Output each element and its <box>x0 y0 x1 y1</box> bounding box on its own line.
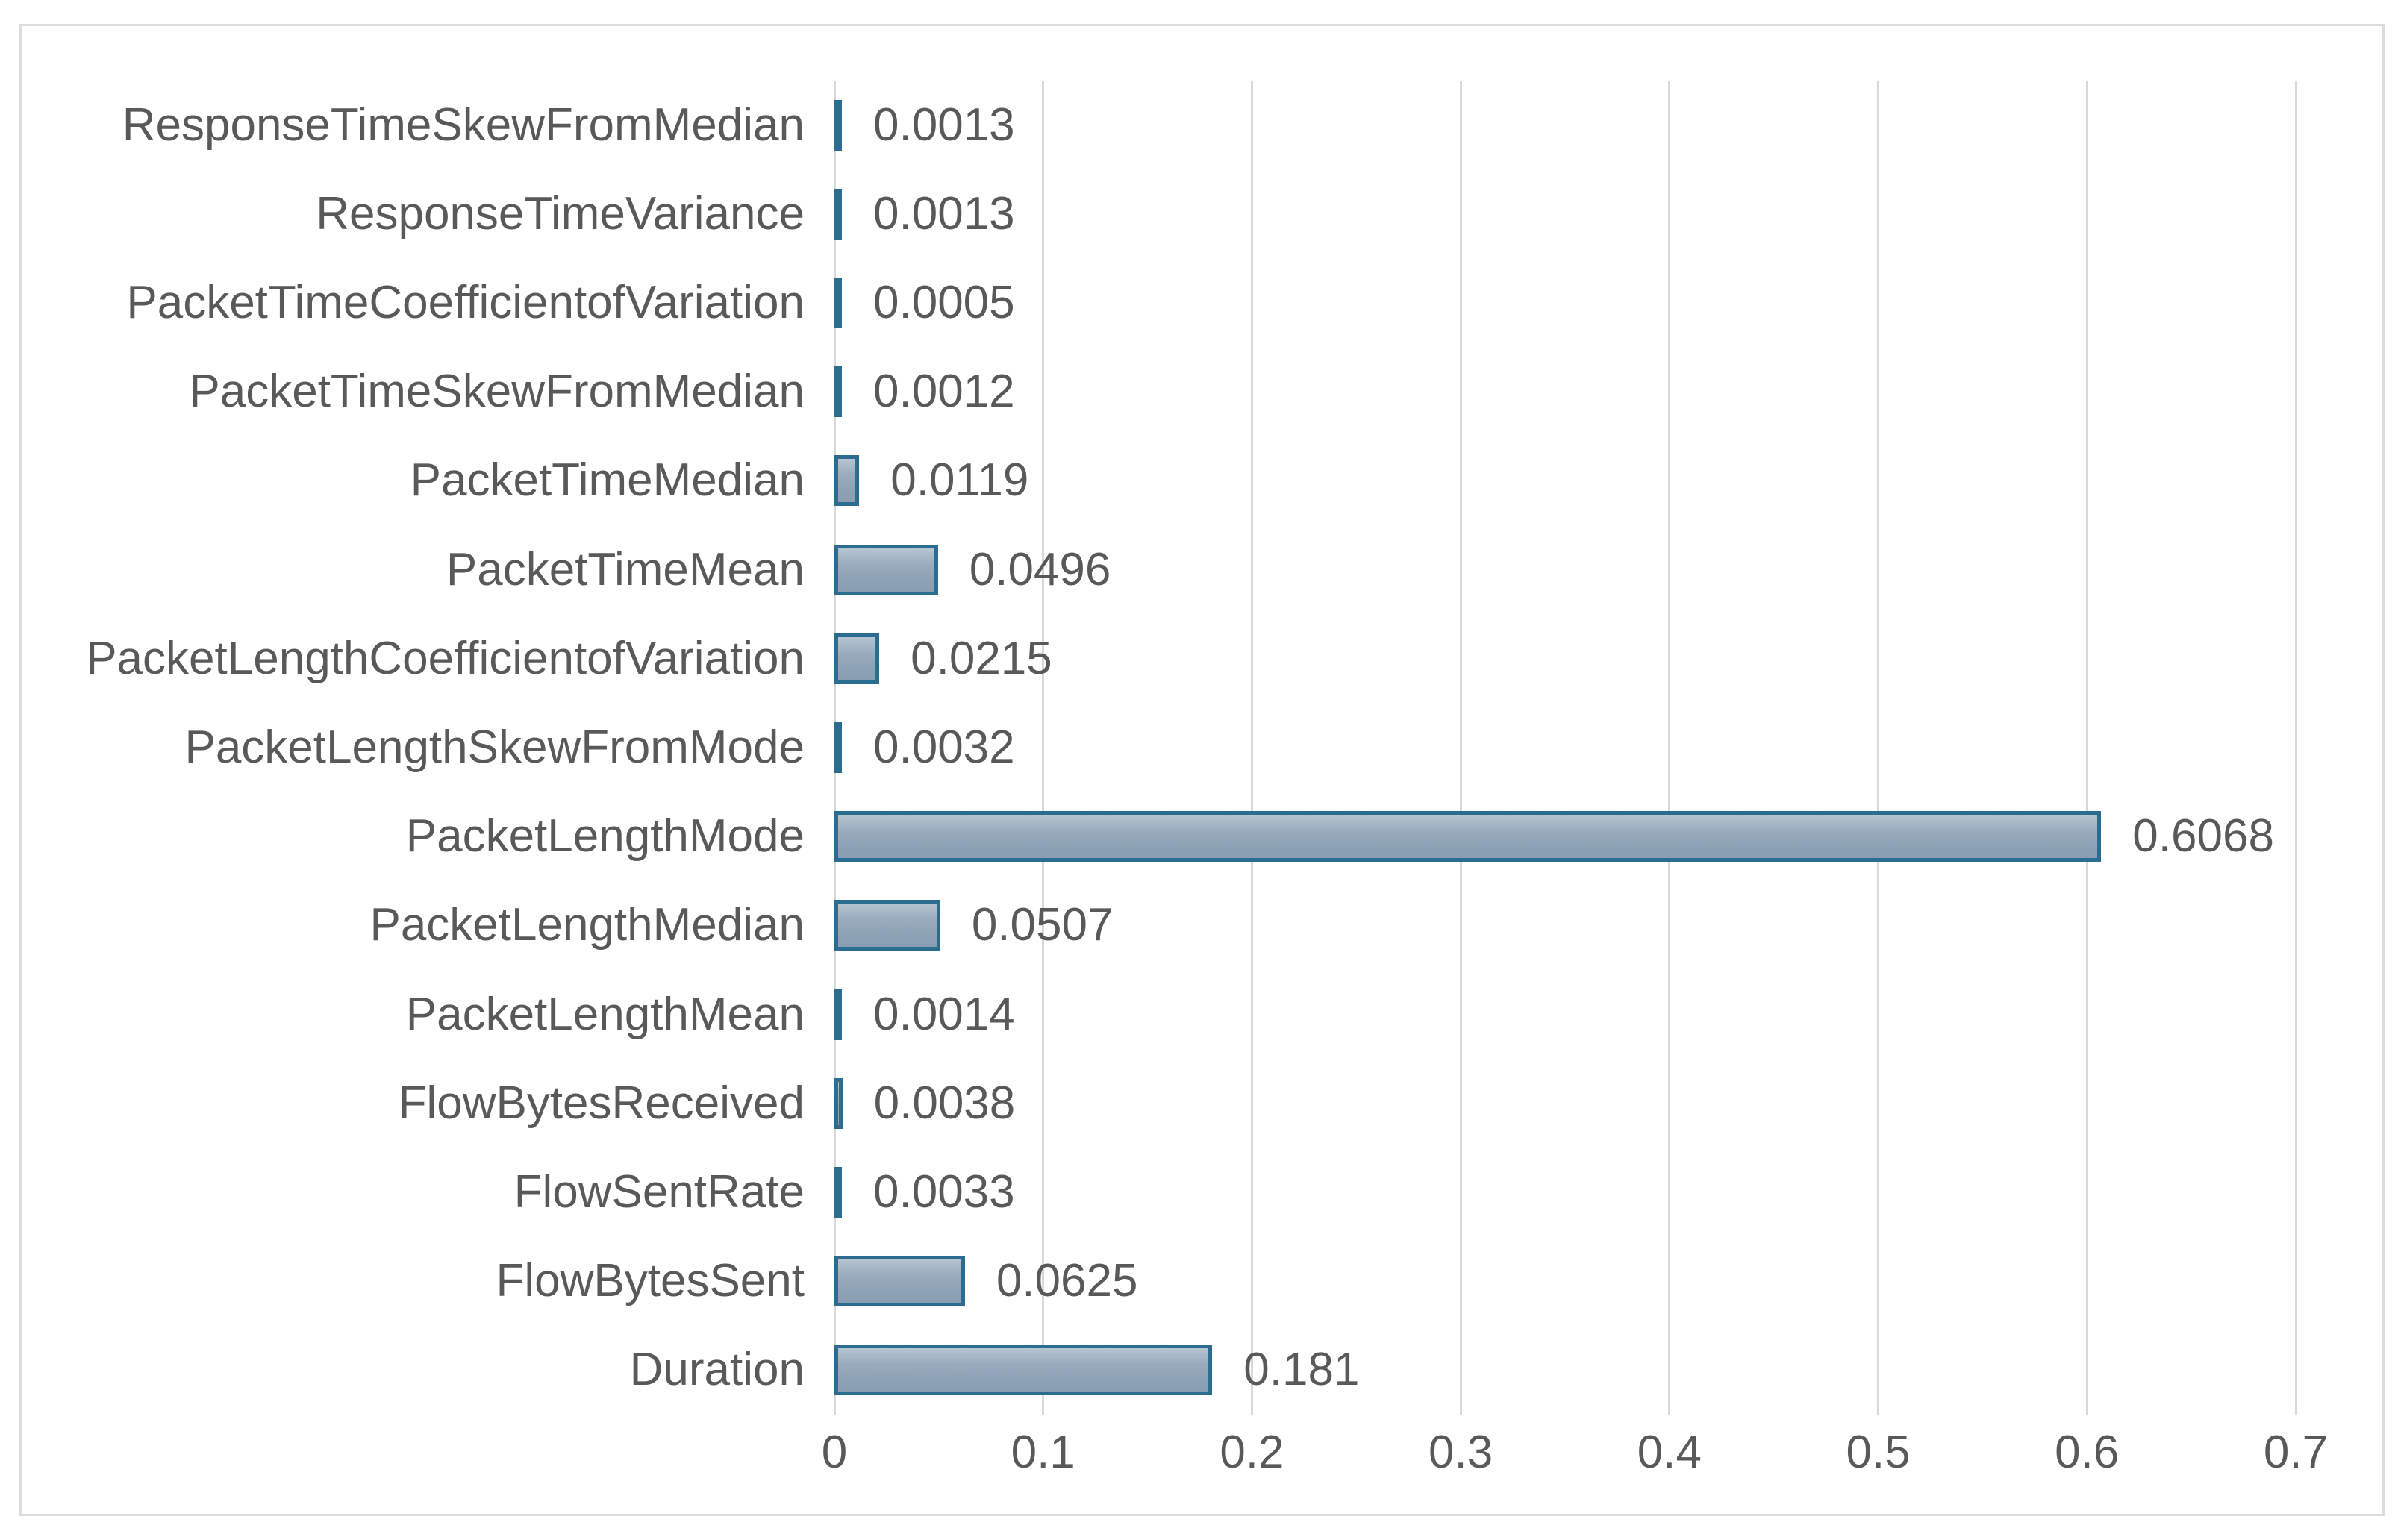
bar-row: PacketLengthSkewFromMode 0.0032 <box>22 703 2382 792</box>
bar <box>834 722 842 774</box>
bar-row: FlowBytesSent 0.0625 <box>22 1237 2382 1326</box>
bar <box>834 1345 1213 1396</box>
bar <box>834 633 880 684</box>
bar-zone: 0.0119 <box>834 436 2296 525</box>
x-tick-label: 0.4 <box>1637 1427 1702 1478</box>
gridline <box>1877 81 1880 1415</box>
bar <box>834 900 940 951</box>
bar-row: PacketTimeSkewFromMedian 0.0012 <box>22 348 2382 436</box>
x-tick-label: 0.5 <box>1846 1427 1911 1478</box>
value-label: 0.0507 <box>971 899 1114 951</box>
value-label: 0.0013 <box>873 98 1015 151</box>
gridline <box>2085 81 2088 1415</box>
x-tick-label: 0.3 <box>1429 1427 1493 1478</box>
bar-row: Duration 0.181 <box>22 1326 2382 1415</box>
bar-row: ResponseTimeVariance 0.0013 <box>22 169 2382 258</box>
category-label: PacketTimeCoefficientofVariation <box>126 277 805 328</box>
bar-row: ResponseTimeSkewFromMedian 0.0013 <box>22 81 2382 169</box>
category-label: FlowBytesReceived <box>398 1077 805 1129</box>
x-tick-label: 0.1 <box>1011 1427 1075 1478</box>
bar <box>834 1077 843 1129</box>
bar-zone: 0.0013 <box>834 169 2296 258</box>
bar <box>834 989 842 1040</box>
bar-row: PacketLengthMean 0.0014 <box>22 970 2382 1059</box>
bar-zone: 0.6068 <box>834 792 2296 881</box>
bar-row: FlowSentRate 0.0033 <box>22 1148 2382 1236</box>
bar-zone: 0.0496 <box>834 525 2296 614</box>
bar-zone: 0.0215 <box>834 614 2296 703</box>
value-label: 0.181 <box>1243 1344 1360 1396</box>
value-label: 0.0215 <box>911 632 1052 684</box>
bar-row: PacketLengthCoefficientofVariation 0.0215 <box>22 614 2382 703</box>
bar <box>834 455 860 507</box>
value-label: 0.6068 <box>2132 810 2274 863</box>
bar <box>834 366 842 418</box>
bar <box>834 278 842 328</box>
bar-zone: 0.0012 <box>834 348 2296 436</box>
category-label: FlowSentRate <box>513 1166 805 1218</box>
bar <box>834 1256 965 1307</box>
bar-zone: 0.0507 <box>834 881 2296 970</box>
x-tick-label: 0 <box>821 1427 848 1478</box>
bar-zone: 0.181 <box>834 1326 2296 1415</box>
gridline <box>1668 81 1671 1415</box>
bar <box>834 188 842 240</box>
gridline <box>1459 81 1462 1415</box>
category-label: PacketTimeMean <box>446 543 805 595</box>
value-label: 0.0005 <box>873 277 1015 328</box>
bar <box>834 811 2102 863</box>
value-label: 0.0014 <box>873 988 1015 1040</box>
value-label: 0.0012 <box>873 366 1015 418</box>
category-label: PacketTimeMedian <box>410 454 805 507</box>
category-label: Duration <box>629 1344 805 1396</box>
gridline <box>1042 81 1045 1415</box>
bar-zone: 0.0625 <box>834 1237 2296 1326</box>
bar-zone: 0.0005 <box>834 258 2296 347</box>
bar-row: FlowBytesReceived 0.0038 <box>22 1059 2382 1148</box>
bar-zone: 0.0013 <box>834 81 2296 169</box>
x-axis: 0 0.1 0.2 0.3 0.4 0.5 0.6 0.7 <box>822 1415 2328 1497</box>
category-label: PacketLengthMode <box>405 810 805 863</box>
value-label: 0.0496 <box>969 543 1111 595</box>
plot-area: ResponseTimeSkewFromMedian 0.0013 Response… <box>22 81 2382 1415</box>
bar-zone: 0.0038 <box>834 1059 2296 1148</box>
bar <box>834 544 938 595</box>
bar-zone: 0.0032 <box>834 703 2296 792</box>
bar-row: PacketLengthMode 0.6068 <box>22 792 2382 881</box>
value-label: 0.0032 <box>873 722 1015 774</box>
category-label: ResponseTimeSkewFromMedian <box>122 98 805 151</box>
bar-row: PacketTimeMedian 0.0119 <box>22 436 2382 525</box>
bar <box>834 99 842 151</box>
category-label: PacketLengthSkewFromMode <box>184 722 805 774</box>
category-label: PacketTimeSkewFromMedian <box>189 366 805 418</box>
gridline <box>2294 81 2297 1415</box>
value-label: 0.0038 <box>873 1077 1016 1129</box>
bar-row: PacketLengthMedian 0.0507 <box>22 881 2382 970</box>
x-tick-label: 0.7 <box>2263 1427 2329 1478</box>
bar-rows: ResponseTimeSkewFromMedian 0.0013 Response… <box>22 81 2382 1415</box>
value-label: 0.0033 <box>873 1166 1015 1218</box>
value-label: 0.0119 <box>890 454 1029 507</box>
x-tick-label: 0.2 <box>1220 1427 1284 1478</box>
bar-zone: 0.0033 <box>834 1148 2296 1236</box>
gridline <box>1250 81 1253 1415</box>
x-tick-label: 0.6 <box>2055 1427 2120 1478</box>
category-label: ResponseTimeVariance <box>316 187 805 240</box>
chart-frame: ResponseTimeSkewFromMedian 0.0013 Response… <box>19 24 2385 1516</box>
value-label: 0.0625 <box>996 1255 1138 1307</box>
value-label: 0.0013 <box>873 187 1015 240</box>
category-label: PacketLengthMean <box>405 988 805 1040</box>
bar-row: PacketTimeMean 0.0496 <box>22 525 2382 614</box>
bar <box>834 1167 842 1218</box>
bar-zone: 0.0014 <box>834 970 2296 1059</box>
bar-row: PacketTimeCoefficientofVariation 0.0005 <box>22 258 2382 347</box>
category-label: PacketLengthMedian <box>369 899 805 951</box>
category-label: FlowBytesSent <box>496 1255 805 1307</box>
category-label: PacketLengthCoefficientofVariation <box>86 632 805 684</box>
